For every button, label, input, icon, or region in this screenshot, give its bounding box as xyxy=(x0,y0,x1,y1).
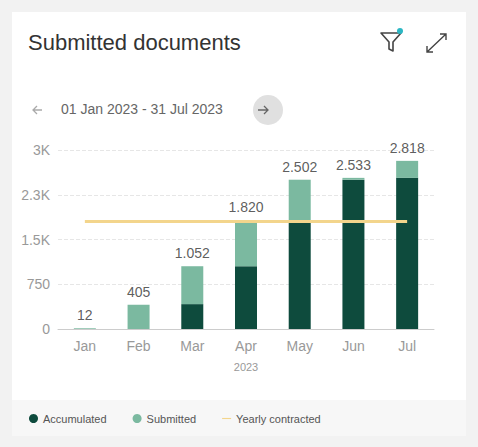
svg-text:Submitted: Submitted xyxy=(147,413,197,425)
svg-text:2.502: 2.502 xyxy=(282,159,317,175)
svg-text:1.5K: 1.5K xyxy=(21,232,50,248)
svg-text:750: 750 xyxy=(27,276,51,292)
svg-text:1.820: 1.820 xyxy=(228,199,263,215)
svg-text:12: 12 xyxy=(77,307,93,323)
svg-text:3K: 3K xyxy=(33,142,51,158)
svg-text:Feb: Feb xyxy=(127,338,151,354)
svg-text:Apr: Apr xyxy=(235,338,257,354)
html-text:Submitted documents: Submitted documents xyxy=(28,30,241,55)
svg-text:2.3K: 2.3K xyxy=(21,187,50,203)
svg-text:May: May xyxy=(286,338,312,354)
svg-text:2.533: 2.533 xyxy=(336,157,371,173)
svg-text:Yearly contracted: Yearly contracted xyxy=(236,413,321,425)
svg-text:Accumulated: Accumulated xyxy=(43,413,107,425)
svg-text:405: 405 xyxy=(127,284,151,300)
html-text:01 Jan 2023 - 31 Jul 2023: 01 Jan 2023 - 31 Jul 2023 xyxy=(61,101,223,117)
svg-text:Jun: Jun xyxy=(342,338,365,354)
svg-text:Jul: Jul xyxy=(398,338,416,354)
svg-text:Mar: Mar xyxy=(180,338,204,354)
svg-text:2.818: 2.818 xyxy=(390,140,425,156)
svg-text:2023: 2023 xyxy=(234,361,258,373)
svg-text:0: 0 xyxy=(42,321,50,337)
svg-text:Jan: Jan xyxy=(74,338,97,354)
svg-text:1.052: 1.052 xyxy=(175,245,210,261)
